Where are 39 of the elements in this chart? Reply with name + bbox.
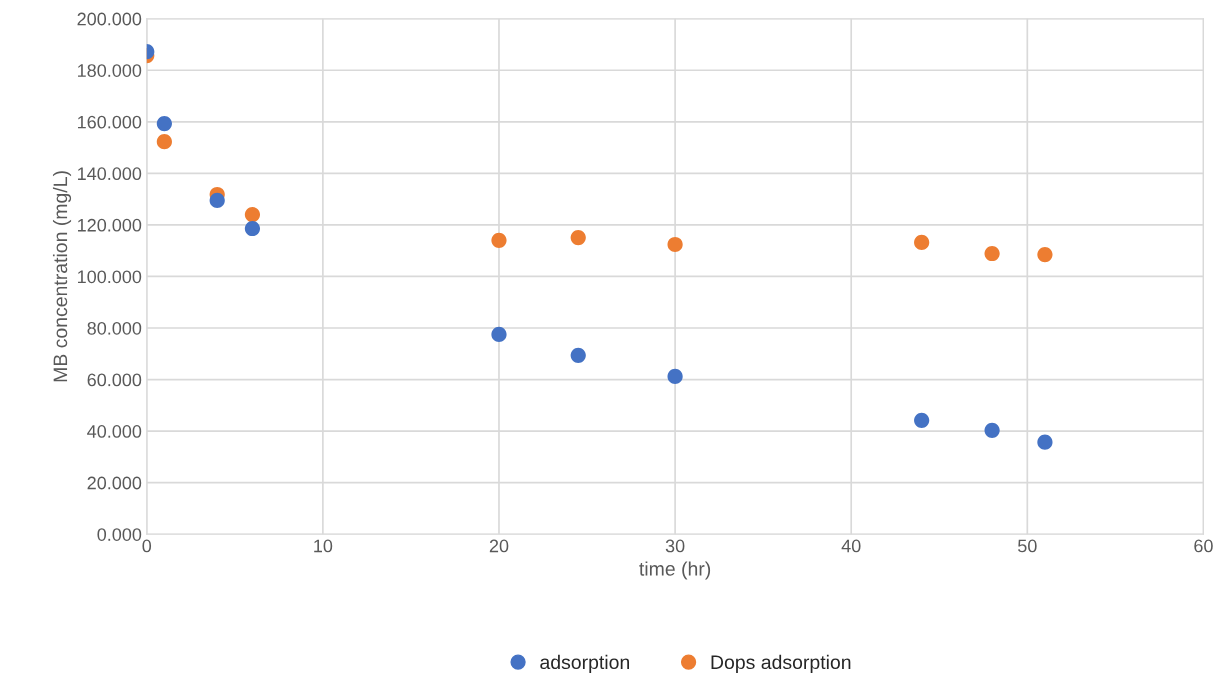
y-tick-label: 80.000 <box>87 321 142 335</box>
point <box>156 134 172 150</box>
point <box>244 206 261 223</box>
point <box>914 234 930 251</box>
point <box>1037 246 1053 263</box>
x-tick-label: 40 <box>841 539 861 553</box>
x-tick-label: 0 <box>142 539 152 553</box>
x-tick-label: 60 <box>1194 539 1213 553</box>
y-tick-label: 140.000 <box>78 167 142 181</box>
x-tick-label: 20 <box>489 539 509 553</box>
y-tick-label: 180.000 <box>78 64 142 77</box>
y-tick-label: 60.000 <box>87 373 142 387</box>
point <box>914 412 930 428</box>
point <box>984 245 1000 262</box>
point <box>209 192 225 209</box>
y-tick-label: 120.000 <box>78 218 142 232</box>
point <box>667 236 683 253</box>
point <box>491 232 507 248</box>
y-tick-label: 40.000 <box>87 425 142 438</box>
x-tick-label: 30 <box>665 539 685 553</box>
point <box>570 229 586 246</box>
legend-label: adsorption <box>540 654 629 673</box>
point <box>156 115 172 132</box>
point <box>570 347 586 363</box>
point <box>491 326 507 343</box>
y-tick-label: 200.000 <box>77 12 142 26</box>
point <box>244 220 261 237</box>
x-axis-title: time (hr) <box>639 561 711 580</box>
x-tick-label: 10 <box>314 539 333 553</box>
point <box>667 368 683 385</box>
y-tick-label: 100.000 <box>78 270 142 284</box>
legend-label: Dops adsorption <box>711 654 851 673</box>
point <box>984 422 1000 438</box>
y-axis-title: MB concentration (mg/L) <box>52 171 72 382</box>
y-tick-label: 20.000 <box>87 476 142 490</box>
x-tick-label: 50 <box>1018 539 1037 553</box>
point <box>1037 434 1053 450</box>
y-tick-label: 0.000 <box>97 528 142 541</box>
y-tick-label: 160.000 <box>78 115 142 129</box>
